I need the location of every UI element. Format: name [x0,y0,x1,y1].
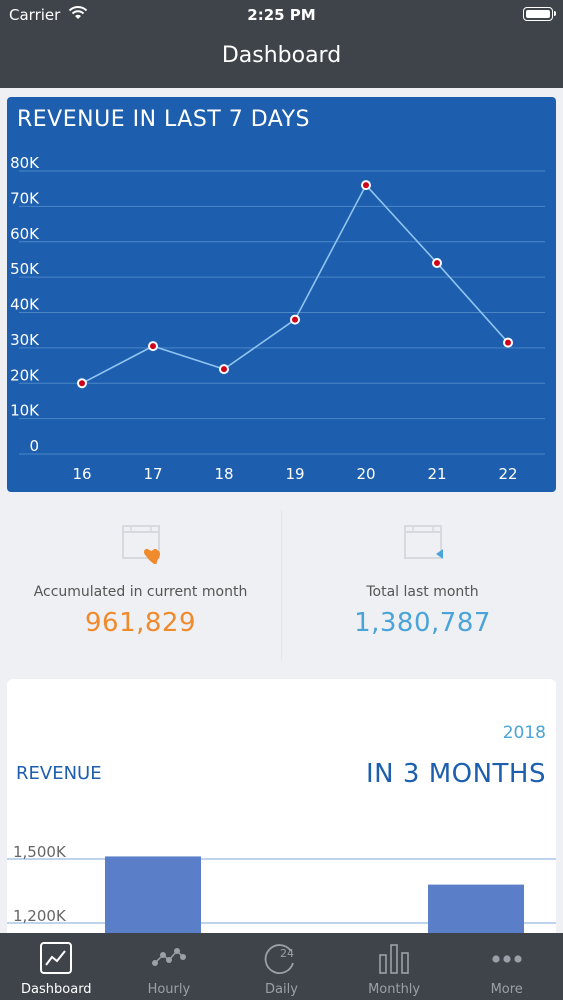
y-tick-label: 60K [10,225,40,243]
x-tick-label: 22 [498,465,517,483]
y-tick-label: 20K [10,366,40,384]
y-tick-label: 40K [10,296,40,314]
tab-more[interactable]: More [450,933,563,1000]
stats-panel: Accumulated in current month 961,829 Tot… [0,500,563,670]
tab-dashboard[interactable]: Dashboard [0,933,113,1000]
tab-dashboard-label: Dashboard [21,982,92,997]
revenue-7-days-card: 0 10K 20K 30K 40K 50K 60K 70K 80K 16 17 18 19 20 21 22 … [7,97,556,492]
battery-icon [523,7,556,21]
scatter-icon [151,941,187,975]
accumulated-stat: Accumulated in current month 961,829 [0,500,281,670]
revenue-3-months-card: 1,200K 1,500K 2018 REVENUE IN 3 MONTHS [7,679,556,979]
data-point [505,339,511,346]
top-bar: Carrier 2:25 PM Dashboard [0,0,563,88]
last-month-stat: Total last month 1,380,787 [282,500,563,670]
revenue-line [81,183,509,384]
y-tick-label: 1,500K [13,843,67,861]
tab-hourly-label: Hourly [147,982,191,997]
heart-icon [121,524,161,566]
y-tick-label: 30K [10,331,40,349]
tab-daily[interactable]: 24 Daily [225,933,338,1000]
revenue-7-days-chart: 0 10K 20K 30K 40K 50K 60K 70K 80K 16 17 18 19 20 21 22 [10,154,545,483]
x-tick-label: 19 [285,465,304,483]
svg-text:24: 24 [280,947,294,960]
wifi-icon [68,5,88,25]
tab-monthly[interactable]: Monthly [338,933,451,1000]
clock-24-icon: 24 [263,941,299,975]
data-point [434,259,440,266]
revenue-label: REVENUE [16,763,102,784]
data-point [221,366,227,373]
x-tick-label: 17 [143,465,162,483]
revenue-3-months-headline: IN 3 MONTHS [366,759,546,789]
x-tick-label: 21 [427,465,446,483]
accumulated-label: Accumulated in current month [33,584,248,600]
revenue-7-days-title: REVENUE IN LAST 7 DAYS [17,107,311,132]
data-point [150,343,156,350]
y-tick-label: 50K [10,260,40,278]
y-tick-label: 10K [10,402,40,420]
status-bar: Carrier 2:25 PM [0,0,563,30]
chart-icon [38,941,74,975]
tab-monthly-label: Monthly [368,982,421,997]
y-tick-label: 0 [29,437,39,455]
page-title: Dashboard [221,43,342,68]
data-point [292,316,298,323]
x-tick-label: 16 [72,465,91,483]
more-icon [489,941,525,975]
accumulated-value: 961,829 [84,608,197,638]
tab-bar: Dashboard Hourly 24 Daily [0,933,563,1000]
tab-daily-label: Daily [265,982,298,997]
stats-divider [281,510,282,660]
tab-hourly[interactable]: Hourly [113,933,226,1000]
bars-icon [376,941,412,975]
data-point [363,182,369,189]
y-tick-label: 70K [10,189,40,207]
data-point [79,380,85,387]
x-tick-label: 18 [214,465,233,483]
carrier-label: Carrier [9,6,61,24]
triangle-left-icon [403,524,446,564]
last-month-label: Total last month [366,584,479,600]
last-month-value: 1,380,787 [354,608,491,638]
tab-more-label: More [490,982,523,997]
clock: 2:25 PM [247,6,316,24]
year-label: 2018 [502,723,546,743]
y-tick-label: 80K [10,154,40,172]
y-tick-label: 1,200K [13,907,67,925]
x-tick-label: 20 [356,465,375,483]
